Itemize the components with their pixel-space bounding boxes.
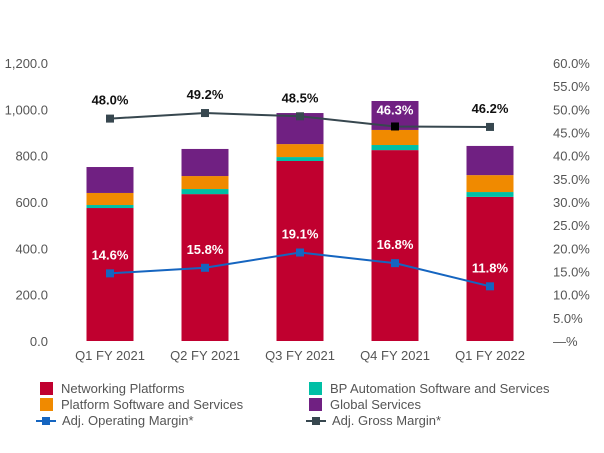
left-tick-label: 1,000.0 xyxy=(5,102,48,117)
operating-margin-label: 11.8% xyxy=(472,260,509,275)
right-tick-label: 25.0% xyxy=(553,218,590,233)
margin-lines: 14.6% 15.8% 19.1% 16.8% 11.8% 48.0% 49.2% 48.5%… xyxy=(92,87,509,291)
swatch-global-services xyxy=(309,397,322,411)
stacked-bars xyxy=(86,100,514,341)
gross-margin-point xyxy=(201,109,209,118)
bar-segment-platform-software-and-services xyxy=(466,175,514,193)
right-tick-label: 45.0% xyxy=(553,126,590,141)
gross-margin-label: 48.5% xyxy=(282,90,319,105)
bar-segment-bp-automation-software-and-services xyxy=(466,192,514,197)
operating-margin-label: 19.1% xyxy=(282,227,319,242)
legend-label: BP Automation Software and Services xyxy=(330,380,550,396)
right-tick-label: 20.0% xyxy=(553,241,590,256)
operating-margin-label: 16.8% xyxy=(377,237,414,252)
x-tick-label: Q3 FY 2021 xyxy=(265,348,335,363)
left-axis: 0.0 200.0 400.0 600.0 800.0 1,000.0 1,200.0 xyxy=(5,56,48,349)
legend-label: Global Services xyxy=(330,396,422,412)
bar-segment-bp-automation-software-and-services xyxy=(371,145,419,151)
left-tick-label: 600.0 xyxy=(15,195,48,210)
bar-segment-bp-automation-software-and-services xyxy=(181,189,229,195)
gross-margin-point xyxy=(486,122,494,131)
gross-margin-label: 48.0% xyxy=(92,93,129,108)
gross-margin-point xyxy=(106,114,114,123)
operating-margin-point xyxy=(391,259,399,268)
right-axis: —% 5.0% 10.0% 15.0% 20.0% 25.0% 30.0% 35.0% 40.0… xyxy=(553,56,590,349)
gross-margin-label: 49.2% xyxy=(187,87,224,102)
combo-chart: 0.0 200.0 400.0 600.0 800.0 1,000.0 1,200.0 —%… xyxy=(5,56,591,363)
right-tick-label: 5.0% xyxy=(553,311,583,326)
x-tick-label: Q2 FY 2021 xyxy=(170,348,240,363)
x-tick-label: Q4 FY 2021 xyxy=(360,348,430,363)
right-tick-label: 10.0% xyxy=(553,288,590,303)
legend-label: Adj. Gross Margin* xyxy=(332,412,442,428)
bar-segment-platform-software-and-services xyxy=(86,192,134,206)
x-axis: Q1 FY 2021 Q2 FY 2021 Q3 FY 2021 Q4 FY 2021… xyxy=(75,348,525,363)
gross-margin-label: 46.3% xyxy=(377,102,414,117)
legend-label: Networking Platforms xyxy=(61,380,185,396)
left-tick-label: 800.0 xyxy=(15,149,48,164)
operating-margin-label: 15.8% xyxy=(187,242,224,257)
left-tick-label: 0.0 xyxy=(30,334,48,349)
bar-segment-global-services xyxy=(466,145,514,176)
right-tick-label: 50.0% xyxy=(553,102,590,117)
legend-item-adj-gross-margin: Adj. Gross Margin* xyxy=(306,412,441,428)
x-tick-label: Q1 FY 2021 xyxy=(75,348,145,363)
operating-margin-point xyxy=(486,282,494,291)
x-tick-label: Q1 FY 2022 xyxy=(455,348,525,363)
swatch-platform-software xyxy=(40,397,53,411)
legend-label: Adj. Operating Margin* xyxy=(62,412,194,428)
bar-segment-global-services xyxy=(181,148,229,177)
legend-item-networking-platforms: Networking Platforms xyxy=(34,380,185,396)
line-marker-icon xyxy=(306,414,326,427)
legend-item-global-services: Global Services xyxy=(303,396,421,412)
bar-segment-networking-platforms xyxy=(371,150,419,341)
gross-margin-point xyxy=(391,122,399,131)
left-tick-label: 400.0 xyxy=(15,241,48,256)
right-tick-label: —% xyxy=(553,334,578,349)
bar-segment-platform-software-and-services xyxy=(181,176,229,190)
legend-item-bp-automation: BP Automation Software and Services xyxy=(303,380,549,396)
left-tick-label: 1,200.0 xyxy=(5,56,48,71)
right-tick-label: 15.0% xyxy=(553,265,590,280)
right-tick-label: 55.0% xyxy=(553,79,590,94)
legend-label: Platform Software and Services xyxy=(61,396,244,412)
swatch-bp-automation xyxy=(309,381,322,395)
gross-margin-point xyxy=(296,112,304,121)
right-tick-label: 40.0% xyxy=(553,149,590,164)
operating-margin-point xyxy=(296,248,304,257)
legend-item-platform-software: Platform Software and Services xyxy=(34,396,243,412)
operating-margin-point xyxy=(201,263,209,272)
legend-item-adj-operating-margin: Adj. Operating Margin* xyxy=(36,412,194,428)
bar-segment-platform-software-and-services xyxy=(276,144,324,158)
bar-segment-platform-software-and-services xyxy=(371,129,419,146)
line-marker-icon xyxy=(36,414,56,427)
bar-segment-bp-automation-software-and-services xyxy=(276,157,324,161)
bar-segment-networking-platforms xyxy=(466,196,514,341)
bar-segment-global-services xyxy=(86,167,134,193)
bar-segment-bp-automation-software-and-services xyxy=(86,205,134,209)
right-tick-label: 30.0% xyxy=(553,195,590,210)
right-tick-label: 60.0% xyxy=(553,56,590,71)
swatch-networking-platforms xyxy=(40,381,53,395)
gross-margin-label: 46.2% xyxy=(472,101,509,116)
right-tick-label: 35.0% xyxy=(553,172,590,187)
left-tick-label: 200.0 xyxy=(15,288,48,303)
operating-margin-point xyxy=(106,269,114,278)
operating-margin-label: 14.6% xyxy=(92,247,129,262)
